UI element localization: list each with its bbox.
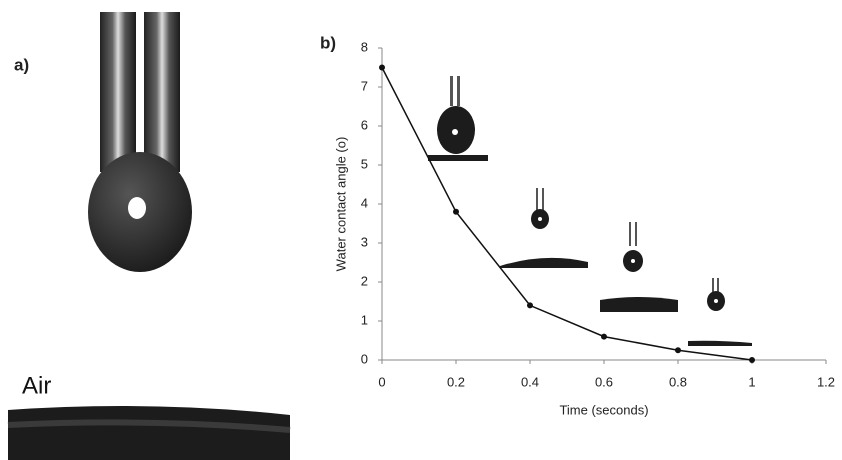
y-axis-title: Water contact angle (o): [333, 137, 348, 272]
x-tick-label: 0.4: [521, 374, 539, 389]
y-tick-label: 2: [361, 273, 368, 288]
surface-sheen: [7, 419, 291, 433]
x-tick-label: 0.6: [595, 374, 613, 389]
data-point: [749, 357, 755, 363]
data-point: [601, 333, 607, 340]
x-tick-label: 0.8: [669, 374, 687, 389]
needle-right: [144, 12, 180, 172]
annotation: Air: [22, 372, 51, 399]
x-tick-label: 0: [378, 374, 385, 389]
insets: [428, 76, 752, 346]
y-tick-label: 1: [361, 312, 368, 327]
y-tick-label: 8: [361, 39, 368, 54]
x-axis-title: Time (seconds): [559, 402, 648, 417]
panel-label: b): [320, 33, 336, 52]
data-point: [453, 208, 459, 215]
y-tick-label: 5: [361, 156, 368, 171]
x-tick-label: 1: [748, 374, 755, 389]
y-tick-label: 3: [361, 234, 368, 249]
needle-left: [100, 12, 136, 172]
data-point: [379, 64, 385, 71]
x-tick-label: 1.2: [817, 374, 835, 389]
y-tick-label: 4: [361, 195, 368, 210]
droplet-highlight: [128, 197, 146, 219]
y-tick-label: 7: [361, 78, 368, 93]
x-tick-label: 0.2: [447, 374, 465, 389]
data-line: [381, 67, 753, 361]
y-tick-label: 6: [361, 117, 368, 132]
panel-label: a): [14, 55, 29, 74]
surface: [8, 406, 290, 460]
data-point: [527, 302, 533, 309]
photo: [7, 12, 291, 460]
y-tick-label: 0: [361, 351, 368, 366]
data-point: [675, 347, 681, 354]
